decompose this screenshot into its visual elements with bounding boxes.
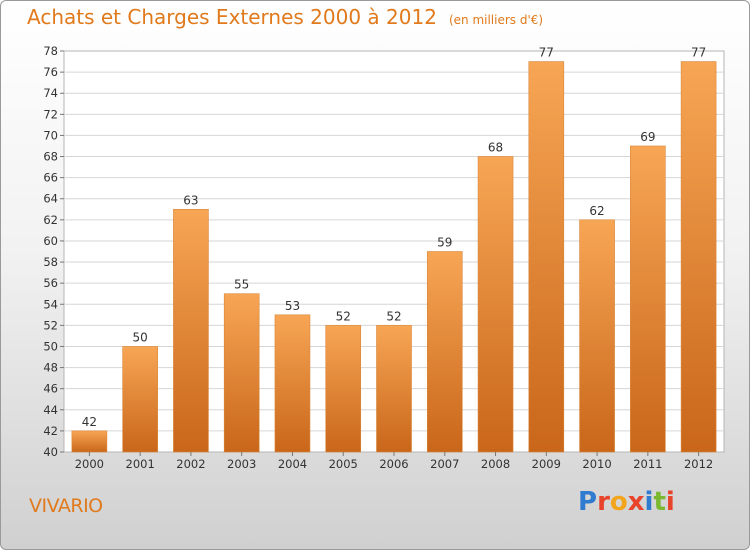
bar — [579, 219, 615, 453]
bar — [630, 145, 666, 453]
data-label: 52 — [386, 309, 401, 323]
y-tick-label: 68 — [43, 150, 58, 164]
bar — [71, 430, 108, 453]
data-label: 53 — [285, 299, 300, 313]
chart-title-text: Achats et Charges Externes 2000 à 2012 — [27, 5, 437, 29]
x-tick-label: 2010 — [582, 457, 611, 471]
y-tick-label: 66 — [43, 171, 58, 185]
x-tick-label: 2011 — [633, 457, 662, 471]
x-tick-label: 2005 — [329, 457, 358, 471]
x-tick-label: 2006 — [379, 457, 408, 471]
y-tick-label: 50 — [43, 339, 58, 353]
y-tick-label: 44 — [43, 403, 58, 417]
logo-letter: P — [578, 487, 598, 517]
y-tick-label: 74 — [43, 86, 58, 100]
bar — [223, 293, 260, 453]
x-tick-label: 2008 — [481, 457, 510, 471]
bar — [122, 346, 158, 453]
bar — [325, 325, 362, 453]
y-tick-label: 58 — [43, 255, 58, 269]
logo-letter: r — [597, 487, 610, 517]
x-tick-label: 2002 — [176, 457, 205, 471]
x-axis-ticks: 2000 2001 2002 2003 2004 2005 2006 2007 2008 2009… — [75, 452, 713, 471]
commune-name: VIVARIO — [29, 495, 103, 517]
y-tick-label: 46 — [43, 382, 58, 396]
data-label: 62 — [589, 204, 604, 218]
data-label: 69 — [640, 130, 655, 144]
y-axis-ticks: 40 42 44 46 48 50 52 54 56 58 60 62 64 66 68 70 72 74 76 78 — [43, 44, 64, 459]
bar — [426, 251, 463, 453]
bar — [528, 61, 565, 453]
x-tick-label: 2009 — [532, 457, 561, 471]
logo-letter: i — [644, 487, 654, 517]
bar — [173, 208, 209, 453]
data-label: 42 — [82, 415, 97, 429]
chart-title: Achats et Charges Externes 2000 à 2012 (e… — [27, 5, 543, 29]
x-tick-label: 2003 — [227, 457, 256, 471]
data-labels: 42 50 63 55 53 52 52 59 68 77 62 69 77 — [82, 46, 707, 429]
bar — [376, 325, 412, 453]
data-label: 55 — [234, 278, 249, 292]
x-tick-label: 2000 — [75, 457, 104, 471]
logo-letter: o — [609, 487, 628, 517]
x-tick-label: 2001 — [126, 457, 155, 471]
data-label: 63 — [183, 193, 198, 207]
bar — [274, 314, 311, 453]
y-tick-label: 60 — [43, 234, 58, 248]
y-tick-label: 64 — [43, 192, 58, 206]
y-tick-label: 48 — [43, 361, 58, 375]
y-tick-label: 72 — [43, 107, 58, 121]
y-tick-label: 40 — [43, 445, 58, 459]
y-tick-label: 42 — [43, 424, 58, 438]
y-tick-label: 76 — [43, 65, 58, 79]
data-label: 77 — [691, 46, 706, 60]
y-tick-label: 56 — [43, 276, 58, 290]
y-tick-label: 62 — [43, 213, 58, 227]
data-label: 52 — [336, 309, 351, 323]
y-tick-label: 54 — [43, 297, 58, 311]
bar — [477, 156, 514, 453]
logo-letter: t — [653, 487, 666, 517]
data-label: 50 — [133, 330, 148, 344]
x-tick-label: 2007 — [430, 457, 459, 471]
y-tick-label: 78 — [43, 44, 58, 58]
proxiti-logo: Proxiti — [578, 487, 675, 517]
data-label: 68 — [488, 141, 503, 155]
data-label: 77 — [539, 46, 554, 60]
x-tick-label: 2012 — [684, 457, 713, 471]
bar — [680, 61, 717, 453]
x-tick-label: 2004 — [278, 457, 307, 471]
logo-letter: x — [627, 487, 645, 517]
bars — [71, 61, 717, 453]
logo-letter: i — [665, 487, 675, 517]
chart-subtitle: (en milliers d'€) — [448, 13, 544, 27]
data-label: 59 — [437, 236, 452, 250]
y-tick-label: 52 — [43, 318, 58, 332]
y-tick-label: 70 — [43, 128, 58, 142]
